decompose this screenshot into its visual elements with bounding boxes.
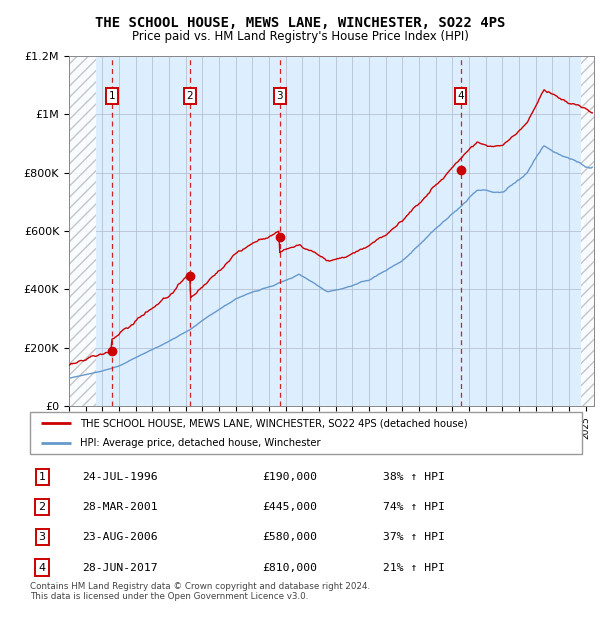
Text: 23-AUG-2006: 23-AUG-2006 (82, 533, 158, 542)
Text: £445,000: £445,000 (262, 502, 317, 512)
Text: £810,000: £810,000 (262, 562, 317, 572)
Text: Price paid vs. HM Land Registry's House Price Index (HPI): Price paid vs. HM Land Registry's House … (131, 30, 469, 43)
Text: 21% ↑ HPI: 21% ↑ HPI (383, 562, 445, 572)
Text: 1: 1 (109, 91, 115, 101)
Text: 28-MAR-2001: 28-MAR-2001 (82, 502, 158, 512)
Text: 38% ↑ HPI: 38% ↑ HPI (383, 472, 445, 482)
Text: 2: 2 (38, 502, 46, 512)
Text: THE SCHOOL HOUSE, MEWS LANE, WINCHESTER, SO22 4PS: THE SCHOOL HOUSE, MEWS LANE, WINCHESTER,… (95, 16, 505, 30)
Bar (581, 56, 594, 406)
Text: Contains HM Land Registry data © Crown copyright and database right 2024.
This d: Contains HM Land Registry data © Crown c… (30, 582, 370, 601)
Text: THE SCHOOL HOUSE, MEWS LANE, WINCHESTER, SO22 4PS (detached house): THE SCHOOL HOUSE, MEWS LANE, WINCHESTER,… (80, 418, 467, 428)
Bar (69, 56, 95, 406)
Text: 1: 1 (38, 472, 46, 482)
Text: 28-JUN-2017: 28-JUN-2017 (82, 562, 158, 572)
Text: 74% ↑ HPI: 74% ↑ HPI (383, 502, 445, 512)
Text: 4: 4 (38, 562, 46, 572)
Text: 24-JUL-1996: 24-JUL-1996 (82, 472, 158, 482)
Text: HPI: Average price, detached house, Winchester: HPI: Average price, detached house, Winc… (80, 438, 320, 448)
Text: £190,000: £190,000 (262, 472, 317, 482)
Text: 2: 2 (187, 91, 193, 101)
Text: £580,000: £580,000 (262, 533, 317, 542)
Text: 3: 3 (277, 91, 283, 101)
Text: 4: 4 (457, 91, 464, 101)
Text: 37% ↑ HPI: 37% ↑ HPI (383, 533, 445, 542)
Text: 3: 3 (38, 533, 46, 542)
